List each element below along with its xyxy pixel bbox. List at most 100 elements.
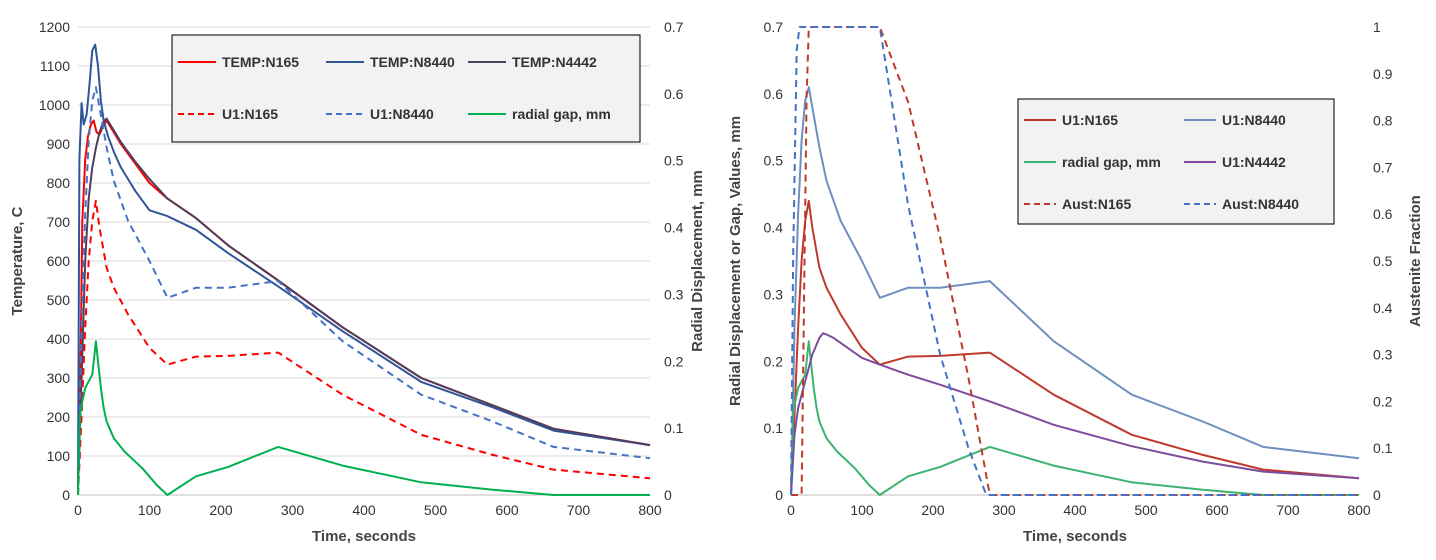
chart1-x-axis-label: Time, seconds: [312, 528, 416, 545]
chart1-series-u1-n8440: [77, 86, 651, 496]
chart2-y-tick-label: 0.7: [764, 19, 784, 35]
chart1-x-tick-label: 800: [638, 502, 662, 518]
chart2-x-tick-label: 0: [787, 502, 795, 518]
chart1-legend-label: TEMP:N8440: [370, 54, 455, 70]
chart2-y2-tick-label: 0.2: [1373, 393, 1393, 409]
chart2-x-axis-label: Time, seconds: [1023, 528, 1127, 545]
chart1-y-tick-label: 1200: [39, 19, 70, 35]
chart2-x-tick-label: 200: [921, 502, 945, 518]
chart2-series-lines: [790, 26, 1360, 496]
chart1-y-tick-label: 900: [47, 136, 71, 152]
chart1-legend: TEMP:N165 TEMP:N8440 TEMP:N4442 U1:N165 U1:N…: [171, 34, 641, 143]
chart1-y-tick-label: 100: [47, 448, 71, 464]
chart1-x-tick-label: 700: [567, 502, 591, 518]
chart2-x-tick-label: 600: [1205, 502, 1229, 518]
chart1-x-tick-label: 600: [495, 502, 519, 518]
chart2-legend-label: radial gap, mm: [1062, 154, 1161, 170]
chart1-x-tick-label: 500: [424, 502, 448, 518]
chart1-y2-tick-label: 0.7: [664, 19, 684, 35]
chart2-series-u1-n4442: [790, 332, 1360, 496]
chart1-y2-tick-labels: 0 0.1 0.2 0.3 0.4 0.5 0.6 0.7: [664, 19, 684, 503]
chart2-y2-tick-label: 0.7: [1373, 159, 1393, 175]
chart2-y2-tick-label: 0.6: [1373, 206, 1393, 222]
chart2-y-tick-label: 0.6: [764, 86, 784, 102]
chart2-series-aust-n165: [791, 26, 1359, 496]
chart2-legend-label: Aust:N165: [1062, 196, 1131, 212]
chart1-x-tick-label: 400: [352, 502, 376, 518]
chart1-series-lines: [77, 43, 651, 496]
chart2-legend-item-aust-n165: Aust:N165: [1024, 196, 1131, 212]
chart2-x-tick-label: 500: [1134, 502, 1158, 518]
chart2-legend-box: [1017, 98, 1335, 225]
chart2-legend-item-u1-n8440: U1:N8440: [1184, 112, 1286, 128]
chart1-legend-label: TEMP:N4442: [512, 54, 597, 70]
chart1-legend-label: U1:N165: [222, 106, 278, 122]
chart2-y2-tick-label: 0.8: [1373, 113, 1393, 129]
chart1-y-tick-label: 1100: [40, 58, 70, 74]
chart1-y-tick-label: 200: [47, 409, 71, 425]
chart1-y2-tick-label: 0.1: [664, 420, 684, 436]
chart2-legend: U1:N165 U1:N8440 radial gap, mm U1:N4442 Aus…: [1017, 98, 1335, 225]
chart1-y2-tick-label: 0.4: [664, 220, 684, 236]
chart2-legend-item-radial-gap-mm: radial gap, mm: [1024, 154, 1161, 170]
chart2-y-tick-label: 0.5: [764, 153, 784, 169]
chart2-y-tick-label: 0.4: [764, 220, 784, 236]
chart2-y2-tick-labels: 0 0.1 0.2 0.3 0.4 0.5 0.6 0.7 0.8 0.9 1: [1373, 19, 1393, 503]
chart2-y-axis-label: Radial Displacement or Gap, Values, mm: [727, 116, 744, 406]
chart1-y2-tick-label: 0.6: [664, 86, 684, 102]
chart1-x-tick-labels: 0 100 200 300 400 500 600 700 800: [74, 502, 662, 518]
chart1-legend-item-u1-n165: U1:N165: [178, 106, 278, 122]
chart2-x-tick-label: 400: [1063, 502, 1087, 518]
chart1-y-tick-label: 0: [62, 487, 70, 503]
chart1-legend-item-temp-n8440: TEMP:N8440: [326, 54, 455, 70]
chart2-y-tick-label: 0.2: [764, 353, 784, 369]
chart1-series-temp-n4442: [77, 117, 651, 488]
chart2-legend-item-u1-n165: U1:N165: [1024, 112, 1118, 128]
chart1-legend-item-u1-n8440: U1:N8440: [326, 106, 434, 122]
chart1-x-tick-label: 0: [74, 502, 82, 518]
chart2-x-tick-label: 800: [1347, 502, 1371, 518]
chart2-legend-label: U1:N4442: [1222, 154, 1286, 170]
chart1-x-tick-label: 100: [138, 502, 162, 518]
chart2-x-tick-label: 700: [1276, 502, 1300, 518]
chart1-y-tick-label: 1000: [39, 97, 70, 113]
chart2-x-tick-label: 100: [850, 502, 874, 518]
chart1-y-tick-label: 800: [47, 175, 71, 191]
chart1-y-tick-labels: 0 100 200 300 400 500 600 700 800 900 1000 1100 1200: [39, 19, 70, 503]
chart1-x-tick-label: 300: [281, 502, 305, 518]
chart2-legend-label: U1:N8440: [1222, 112, 1286, 128]
chart2-y2-tick-label: 1: [1373, 19, 1381, 35]
chart1-legend-item-radial-gap-mm: radial gap, mm: [468, 106, 611, 122]
chart1-legend-label: U1:N8440: [370, 106, 434, 122]
chart1-y2-tick-label: 0.2: [664, 353, 684, 369]
chart1-y2-tick-label: 0.3: [664, 286, 684, 302]
chart1-y-tick-label: 500: [47, 292, 71, 308]
chart1-y-tick-label: 400: [47, 331, 71, 347]
chart2-y-tick-labels: 0 0.1 0.2 0.3 0.4 0.5 0.6 0.7: [764, 19, 784, 503]
chart2-series-aust-n8440: [790, 26, 1359, 496]
chart1-y-tick-label: 300: [47, 370, 71, 386]
chart2-x-tick-labels: 0 100 200 300 400 500 600 700 800: [787, 502, 1371, 518]
chart2-series-u1-n165: [790, 199, 1360, 496]
chart2-legend-label: Aust:N8440: [1222, 196, 1299, 212]
chart2-y2-tick-label: 0: [1373, 487, 1381, 503]
chart1-series-radial-gap-mm: [77, 340, 650, 496]
chart1-y-axis-label: Temperature, C: [9, 206, 26, 315]
chart1-y2-axis-label: Radial Displacement, mm: [689, 170, 706, 352]
chart1-series-temp-n8440: [77, 43, 651, 488]
chart1-x-tick-label: 200: [209, 502, 233, 518]
chart1-legend-label: TEMP:N165: [222, 54, 299, 70]
chart2-y2-tick-label: 0.5: [1373, 253, 1393, 269]
chart2-series-radial-gap-mm: [790, 340, 1359, 496]
chart2-legend-label: U1:N165: [1062, 112, 1118, 128]
chart2-y2-tick-label: 0.1: [1373, 440, 1393, 456]
chart1-y2-tick-label: 0: [664, 487, 672, 503]
chart2-x-tick-label: 300: [992, 502, 1016, 518]
chart1-y2-tick-label: 0.5: [664, 153, 684, 169]
displacement-austenite-chart: 00.10.20.30.40.50.60.7 00.10.20.30.40.50…: [727, 19, 1424, 545]
chart2-y-tick-label: 0.1: [764, 420, 784, 436]
chart1-legend-item-temp-n165: TEMP:N165: [178, 54, 299, 70]
chart2-y2-tick-label: 0.4: [1373, 300, 1393, 316]
chart1-legend-item-temp-n4442: TEMP:N4442: [468, 54, 597, 70]
chart2-y2-tick-label: 0.9: [1373, 66, 1393, 82]
